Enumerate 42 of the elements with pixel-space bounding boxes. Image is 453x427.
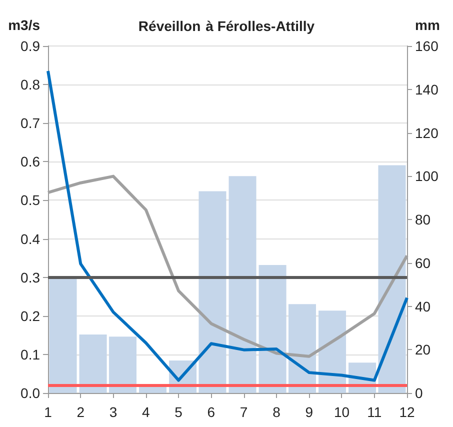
y-tick-label: 0.1 [20, 346, 40, 362]
y2-tick-label: 80 [415, 212, 431, 228]
y2-tick-label: 60 [415, 254, 431, 271]
y-tick-label: 0.3 [20, 269, 40, 286]
bar [228, 176, 256, 393]
bar [79, 334, 107, 393]
y2-tick-label: 20 [415, 342, 431, 358]
y2-axis-title: mm [415, 17, 440, 33]
x-tick-label: 7 [240, 404, 248, 420]
x-tick-label: 8 [272, 404, 281, 420]
x-tick-label: 6 [207, 404, 216, 420]
y-tick-label: 0.0 [20, 385, 40, 401]
y-tick-label: 0.5 [20, 192, 40, 208]
y2-tick-label: 120 [415, 124, 439, 141]
bar [139, 386, 167, 393]
x-tick-label: 9 [305, 404, 314, 420]
x-tick-label: 4 [142, 404, 150, 420]
x-tick-label: 5 [174, 404, 183, 420]
y-tick-label: 0.6 [20, 154, 40, 170]
x-tick-label: 1 [44, 404, 52, 420]
y-tick-label: 0.7 [20, 115, 40, 132]
y-tick-label: 0.4 [20, 230, 40, 247]
x-tick-label: 10 [334, 404, 350, 420]
y2-tick-label: 0 [415, 385, 423, 401]
x-tick-label: 3 [109, 404, 118, 420]
line-series [46, 70, 408, 382]
y-tick-label: 0.8 [20, 76, 40, 93]
x-tick-label: 11 [367, 404, 382, 420]
y2-tick-label: 160 [415, 38, 439, 54]
y-tick-label: 0.2 [20, 308, 40, 324]
chart-title: Réveillon à Férolles-Attilly [138, 18, 315, 34]
y-axis-title: m3/s [8, 17, 40, 33]
bar [258, 265, 286, 393]
x-tick-label: 2 [76, 404, 85, 420]
y2-tick-label: 40 [415, 298, 431, 314]
y2-tick-label: 100 [415, 168, 439, 184]
x-tick-label: 12 [399, 404, 415, 420]
y2-tick-label: 140 [415, 81, 439, 98]
y-tick-label: 0.9 [20, 38, 40, 54]
bar [49, 278, 77, 393]
bar [108, 336, 136, 393]
bar [198, 191, 226, 393]
